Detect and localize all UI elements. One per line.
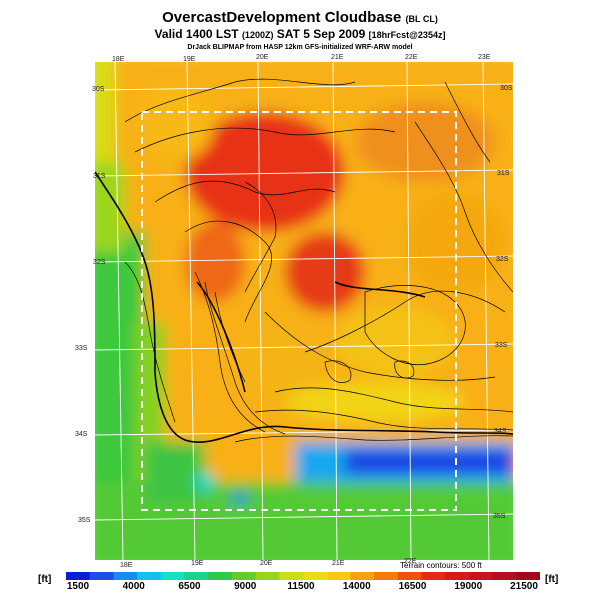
colorbar-swatch: [303, 572, 328, 580]
map-title-text: OvercastDevelopment Cloudbase: [162, 9, 402, 26]
lat-label-left-2: 31S: [93, 173, 106, 180]
colorbar-swatch: [374, 572, 399, 580]
colorbar-tick-label: 1500: [66, 581, 90, 592]
valid-date: SAT 5 Sep 2009: [276, 27, 366, 41]
lat-label-right-5: 34S: [494, 428, 507, 435]
colorbar-tick-label: 9000: [234, 581, 257, 592]
valid-time-line: Valid 1400 LST (1200Z) SAT 5 Sep 2009 [1…: [0, 27, 600, 42]
lon-label-top-1: 18E: [112, 56, 125, 63]
terrain-contours: [124, 78, 513, 443]
lon-label-top-4: 21E: [331, 54, 344, 61]
colorbar-swatch: [445, 572, 470, 580]
lat-label-right-3: 32S: [496, 256, 509, 263]
colorbar-swatch: [137, 572, 162, 580]
colorbar-swatch: [208, 572, 233, 580]
colorbar-swatch: [421, 572, 446, 580]
lat-label-right-1: 30S: [500, 85, 513, 92]
map-title-suffix: (BL CL): [405, 14, 438, 24]
coastline: [95, 171, 513, 443]
colorbar-swatch: [492, 572, 517, 580]
colorbar-tick-label: 16500: [398, 581, 427, 592]
inner-domain-box: [141, 111, 457, 511]
colorbar-swatch: [231, 572, 257, 580]
colorbar-unit-right: [ft]: [545, 574, 559, 585]
lon-label-top-2: 19E: [183, 56, 196, 63]
colorbar-unit-left: [ft]: [38, 574, 52, 585]
lat-label-left-5: 34S: [75, 431, 88, 438]
lat-label-right-4: 33S: [495, 342, 508, 349]
colorbar-swatch: [350, 572, 375, 580]
lat-lon-grid: [95, 62, 513, 560]
colorbar-swatch: [113, 572, 138, 580]
lat-label-left-3: 32S: [93, 259, 106, 266]
colorbar-tick-label: 6500: [178, 581, 201, 592]
colorbar-swatch: [397, 572, 422, 580]
lon-label-bottom-3: 20E: [260, 560, 273, 567]
colorbar-tick-label: 11500: [287, 581, 315, 592]
lon-label-bottom-5: 22E: [404, 558, 417, 565]
lat-label-left-1: 30S: [92, 86, 105, 93]
model-credit: DrJack BLIPMAP from HASP 12km GFS-initia…: [187, 44, 413, 51]
colorbar-tick-label: 21500: [510, 581, 538, 592]
lat-label-left-4: 33S: [75, 345, 88, 352]
colorbar-swatch: [255, 572, 280, 580]
lon-label-bottom-1: 18E: [120, 562, 133, 569]
colorbar-swatch: [468, 572, 494, 580]
map-title: OvercastDevelopment Cloudbase (BL CL): [0, 9, 600, 28]
cloudbase-field: [95, 62, 513, 560]
valid-local-time: Valid 1400 LST: [154, 27, 239, 41]
valid-zulu-time: (1200Z): [241, 30, 274, 40]
colorbar-swatch: [516, 572, 540, 580]
colorbar-swatch: [160, 572, 185, 580]
lat-label-right-2: 31S: [497, 170, 510, 177]
lon-label-bottom-4: 21E: [332, 560, 345, 567]
colorbar-swatch: [279, 572, 304, 580]
colorbar-swatch: [326, 572, 351, 580]
forecast-tag: [18hrFcst@2354z]: [368, 30, 446, 40]
cloudbase-map: [95, 62, 513, 560]
terrain-contours-note: Terrain contours: 500 ft: [400, 561, 482, 570]
lat-label-left-6: 35S: [78, 517, 91, 524]
lat-label-right-6: 35S: [493, 513, 506, 520]
lon-label-top-6: 23E: [478, 54, 491, 61]
lon-label-top-5: 22E: [405, 54, 418, 61]
colorbar-tick-label: 14000: [342, 581, 371, 592]
colorbar-swatch: [66, 572, 91, 580]
colorbar-swatch: [184, 572, 209, 580]
lon-label-top-3: 20E: [256, 54, 269, 61]
colorbar-tick-label: 19000: [454, 581, 483, 592]
lon-label-bottom-2: 19E: [191, 560, 204, 567]
colorbar-swatch: [89, 572, 114, 580]
colorbar-tick-label: 4000: [122, 581, 145, 592]
colorbar: [66, 572, 540, 580]
